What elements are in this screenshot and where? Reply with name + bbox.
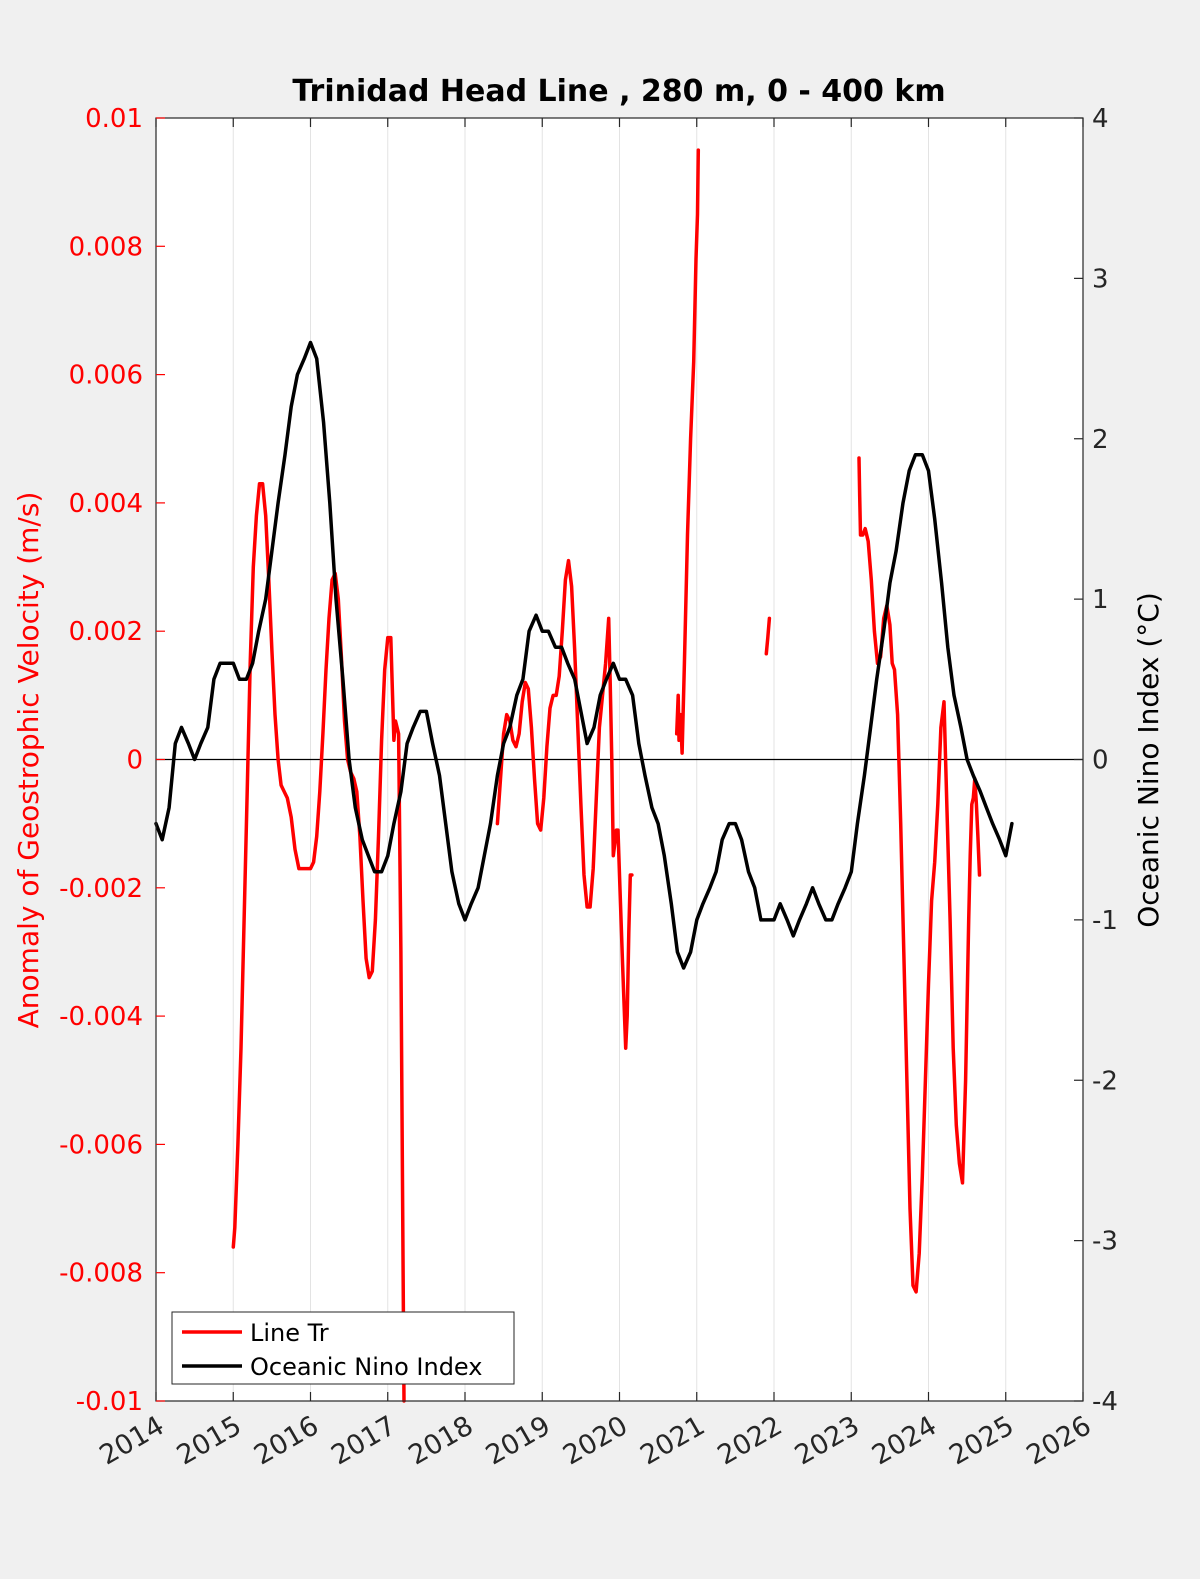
x-tick-label: 2026	[1021, 1410, 1096, 1471]
x-tick-label: 2018	[403, 1410, 478, 1471]
x-tick-label: 2014	[94, 1410, 169, 1471]
y-right-tick-label: 2	[1092, 425, 1109, 455]
series-line-tr-segment	[674, 148, 701, 755]
y-right-tick-label: 1	[1092, 585, 1109, 615]
y-left-tick-label: -0.004	[59, 1002, 143, 1032]
series-oni-segment	[154, 340, 1014, 970]
series-line-tr-segment	[231, 481, 406, 1403]
y-left-tick-label: 0.006	[69, 361, 143, 391]
y-left-tick-label: 0.008	[69, 232, 143, 262]
series-line-tr-segment	[764, 616, 772, 656]
x-tick-label: 2021	[635, 1410, 710, 1471]
series-line-tr-segment	[495, 558, 634, 1050]
x-tick-label: 2022	[712, 1410, 787, 1471]
legend-label-line-tr: Line Tr	[250, 1319, 329, 1347]
y-left-tick-label: 0.002	[69, 617, 143, 647]
y-right-tick-label: 4	[1092, 104, 1109, 134]
y-right-tick-label: -2	[1092, 1066, 1118, 1096]
y-left-tick-label: -0.002	[59, 874, 143, 904]
y-axis-right-label: Oceanic Nino Index (°C)	[1132, 592, 1165, 928]
y-right-tick-label: 3	[1092, 264, 1109, 294]
legend-label-oni: Oceanic Nino Index	[250, 1353, 482, 1381]
y-right-tick-label: -1	[1092, 906, 1118, 936]
x-tick-label: 2016	[249, 1410, 324, 1471]
legend: Line Tr Oceanic Nino Index	[171, 1311, 515, 1385]
x-tick-label: 2023	[790, 1410, 865, 1471]
y-right-tick-label: 0	[1092, 746, 1109, 776]
y-left-tick-label: 0.004	[69, 489, 143, 519]
x-tick-label: 2020	[558, 1410, 633, 1471]
y-left-tick-label: 0.01	[85, 104, 143, 134]
y-left-tick-label: -0.008	[59, 1259, 143, 1289]
y-right-tick-label: -3	[1092, 1227, 1118, 1257]
x-tick-label: 2017	[326, 1410, 401, 1471]
y-axis-left-label: Anomaly of Geostrophic Velocity (m/s)	[12, 492, 45, 1029]
x-tick-label: 2025	[944, 1410, 1019, 1471]
x-tick-label: 2024	[867, 1410, 942, 1471]
y-right-tick-label: -4	[1092, 1387, 1118, 1417]
x-tick-label: 2019	[481, 1410, 556, 1471]
y-left-tick-label: -0.01	[76, 1387, 143, 1417]
series-line-tr-segment	[857, 456, 982, 1294]
y-left-tick-label: 0	[126, 746, 143, 776]
series-layer	[154, 148, 1014, 1403]
legend-box	[171, 1311, 515, 1385]
chart-title: Trinidad Head Line , 280 m, 0 - 400 km	[292, 74, 945, 109]
x-tick-label: 2015	[172, 1410, 247, 1471]
y-left-tick-label: -0.006	[59, 1130, 143, 1160]
